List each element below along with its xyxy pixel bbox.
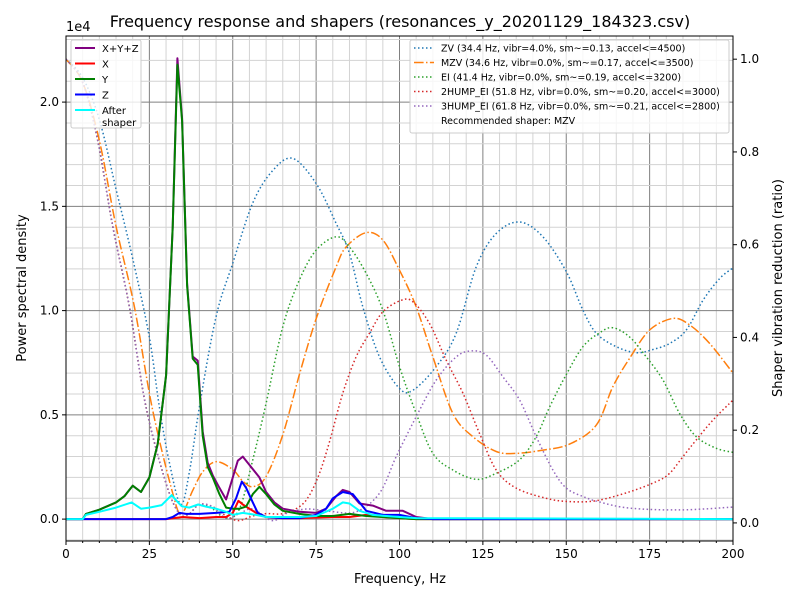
y-axis-right-label: Shaper vibration reduction (ratio) bbox=[771, 179, 786, 397]
psd-line-4 bbox=[66, 494, 733, 521]
y-tick-label: 2.0 bbox=[40, 95, 59, 109]
axis-ticks: 0 25 50 75 100 125 150 175 200 0.0 0.5 1.0 1.5 2.0 0.0… bbox=[40, 52, 759, 561]
shaper-line-zv bbox=[66, 58, 733, 506]
chart-title: Frequency response and shapers (resonanc… bbox=[110, 12, 690, 32]
y-tick-label: 1.5 bbox=[40, 199, 59, 213]
y-offset-label: 1e4 bbox=[66, 20, 91, 35]
legend-label: After bbox=[102, 106, 127, 117]
y-right-tick-label: 0.2 bbox=[740, 423, 759, 437]
x-tick-label: 175 bbox=[638, 547, 661, 561]
y-tick-label: 0.5 bbox=[40, 408, 59, 422]
legend-label: Y bbox=[101, 75, 109, 86]
psd-curves bbox=[66, 57, 733, 521]
y-right-tick-label: 0.6 bbox=[740, 238, 759, 252]
legend-label: 3HUMP_EI (61.8 Hz, vibr=0.0%, sm~=0.21, … bbox=[441, 102, 720, 113]
x-tick-label: 200 bbox=[722, 547, 745, 561]
shaper-curves bbox=[66, 58, 733, 522]
legend-label: EI (41.4 Hz, vibr=0.0%, sm~=0.19, accel<… bbox=[441, 73, 681, 84]
legend-label-cont: shaper bbox=[102, 118, 137, 129]
x-tick-label: 150 bbox=[555, 547, 578, 561]
psd-line-2 bbox=[66, 63, 733, 521]
legend-label: X bbox=[102, 60, 109, 71]
y-right-tick-label: 0.8 bbox=[740, 145, 759, 159]
x-tick-label: 125 bbox=[471, 547, 494, 561]
legend-shapers: ZV (34.4 Hz, vibr=4.0%, sm~=0.13, accel<… bbox=[409, 39, 730, 134]
legend-label: X+Y+Z bbox=[102, 44, 139, 55]
x-tick-label: 50 bbox=[225, 547, 240, 561]
legend-label: Z bbox=[102, 91, 109, 102]
legend-label: ZV (34.4 Hz, vibr=4.0%, sm~=0.13, accel<… bbox=[441, 44, 685, 55]
x-tick-label: 75 bbox=[308, 547, 323, 561]
y-right-tick-label: 0.0 bbox=[740, 516, 759, 530]
legend-label: MZV (34.6 Hz, vibr=0.0%, sm~=0.17, accel… bbox=[441, 58, 693, 69]
shaper-line-3hump_ei bbox=[66, 58, 733, 522]
y-right-tick-label: 1.0 bbox=[740, 52, 759, 66]
x-tick-label: 0 bbox=[62, 547, 70, 561]
y-tick-label: 0.0 bbox=[40, 512, 59, 526]
recommended-shaper-label: Recommended shaper: MZV bbox=[441, 116, 576, 127]
x-axis-label: Frequency, Hz bbox=[354, 572, 446, 587]
y-axis-label: Power spectral density bbox=[15, 214, 30, 362]
y-right-tick-label: 0.4 bbox=[740, 330, 759, 344]
shaper-line-mzv bbox=[66, 58, 733, 515]
legend-right-box bbox=[409, 39, 730, 134]
x-tick-label: 25 bbox=[142, 547, 157, 561]
legend-left-box bbox=[70, 39, 142, 129]
legend-label: 2HUMP_EI (51.8 Hz, vibr=0.0%, sm~=0.20, … bbox=[441, 87, 720, 98]
y-tick-label: 1.0 bbox=[40, 304, 59, 318]
x-tick-label: 100 bbox=[388, 547, 411, 561]
